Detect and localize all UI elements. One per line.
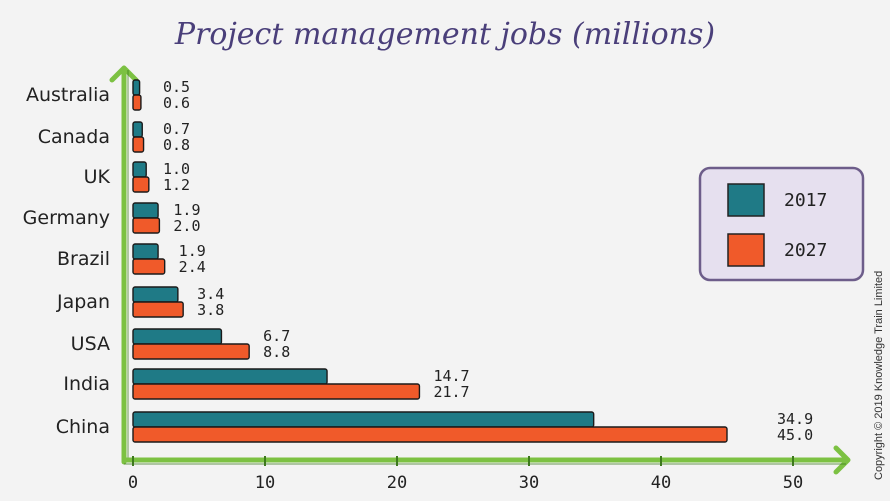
legend-box [698,166,865,282]
x-tick-label: 10 [255,473,275,493]
bars [132,79,728,443]
value-labels: 0.50.60.70.81.01.21.92.01.92.43.43.86.78… [163,78,813,444]
value-label: 2.0 [173,217,200,235]
category-labels: Australia Canada UK Germany Brazil Japan USA In… [23,84,111,438]
bar-2027-china [132,426,728,443]
x-ticks: 0 10 20 30 40 50 [128,456,803,493]
value-label: 3.4 [197,285,224,303]
value-label: 1.0 [163,160,190,178]
bar-2017-japan [132,286,179,303]
x-tick-label: 40 [651,473,671,493]
bar-2027-germany [132,217,161,234]
legend-label-2027: 2027 [784,240,827,261]
category-label: China [56,416,110,438]
bar-2027-canada [132,136,145,153]
legend-swatch-2017 [727,183,765,217]
chart-axes [109,65,851,475]
value-label: 1.2 [163,176,190,194]
category-label: India [63,373,110,395]
copyright-text: Copyright © 2019 Knowledge Train Limited [873,271,885,480]
x-tick-label: 20 [387,473,407,493]
bar-2027-japan [132,301,184,318]
category-label: USA [71,333,110,355]
value-label: 21.7 [433,383,469,401]
bar-2027-brazil [132,258,166,275]
category-label: Japan [56,291,110,313]
value-label: 8.8 [263,343,290,361]
y-axis-line [109,65,139,465]
bar-2017-canada [132,121,143,138]
value-label: 45.0 [777,426,813,444]
value-label: 0.8 [163,136,190,154]
x-tick-label: 30 [519,473,539,493]
value-label: 1.9 [179,242,206,260]
bar-2017-china [132,411,595,428]
bar-2017-india [132,368,328,385]
bar-2027-india [132,383,421,400]
value-label: 34.9 [777,410,813,428]
value-label: 3.8 [197,301,224,319]
legend-swatch-2027 [727,233,765,267]
legend-label-2017: 2017 [784,190,827,211]
bar-2027-usa [132,343,250,360]
chart-title: Project management jobs (millions) [174,17,715,52]
category-label: UK [84,166,111,188]
x-tick-label: 0 [128,473,138,493]
x-axis-line [121,445,851,475]
x-tick-label: 50 [783,473,803,493]
bar-2017-usa [132,328,223,345]
legend: 2017 2027 [698,166,865,282]
value-label: 1.9 [173,201,200,219]
category-label: Canada [38,126,110,148]
value-label: 2.4 [179,258,206,276]
bar-2027-australia [132,94,142,111]
category-label: Germany [23,207,110,229]
value-label: 6.7 [263,327,290,345]
bar-2017-brazil [132,243,159,260]
category-label: Australia [26,84,110,106]
value-label: 0.6 [163,94,190,112]
category-label: Brazil [57,248,110,270]
bar-2017-uk [132,161,147,178]
value-label: 14.7 [433,367,469,385]
value-label: 0.7 [163,120,190,138]
bar-2017-germany [132,202,159,219]
bar-2017-australia [132,79,141,96]
bar-2027-uk [132,176,150,193]
value-label: 0.5 [163,78,190,96]
